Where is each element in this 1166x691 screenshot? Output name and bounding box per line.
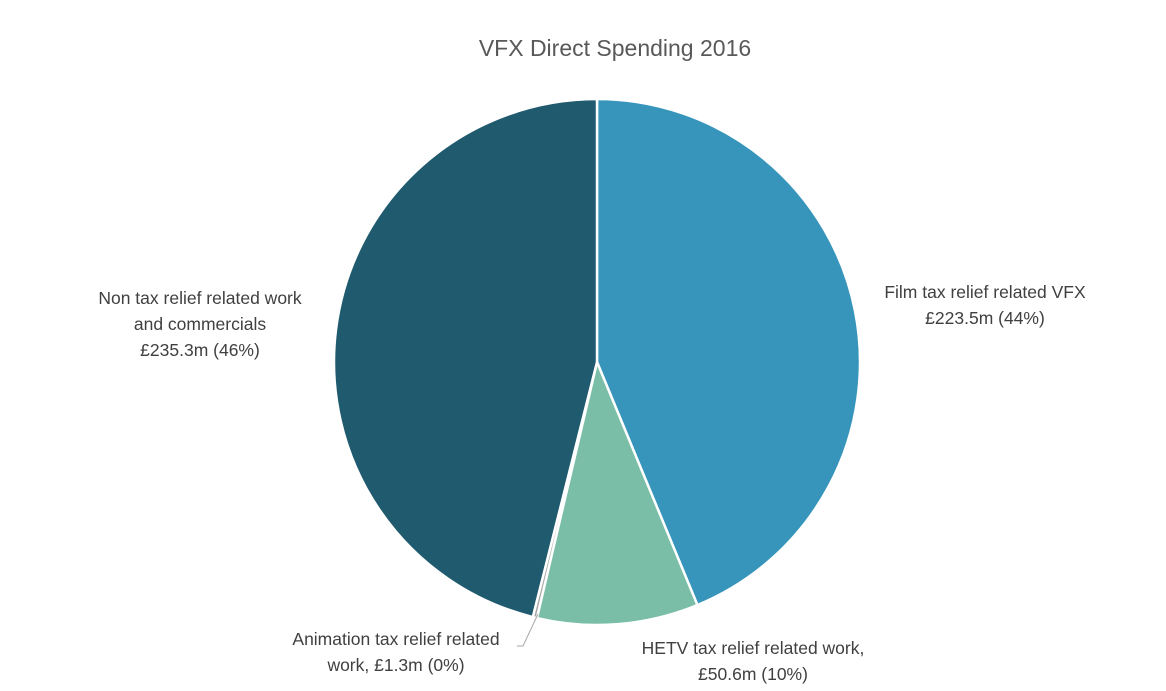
slice-label-hetv: HETV tax relief related work, £50.6m (10%… [642,638,865,684]
pie-slices [332,97,862,627]
leader-line-animation [517,613,539,647]
slice-label-line: £50.6m (10%) [698,664,808,684]
pie-slice-hetv [535,357,700,627]
slice-label-line: Film tax relief related VFX [884,282,1086,302]
slice-label-line: and commercials [134,314,267,334]
pie-slice-film [595,97,862,607]
chart-title: VFX Direct Spending 2016 [479,35,751,61]
slice-label-non-tax-relief: Non tax relief related work and commercia… [98,288,302,360]
slice-label-animation: Animation tax relief related work, £1.3m … [292,629,499,675]
slice-label-line: £235.3m (46%) [140,340,260,360]
slice-label-line: £223.5m (44%) [925,308,1045,328]
pie-slice-non-tax-relief [332,97,599,619]
slice-label-line: Non tax relief related work [98,288,302,308]
slice-label-line: work, £1.3m (0%) [326,655,464,675]
slice-label-line: Animation tax relief related [292,629,499,649]
leader-lines [517,613,539,647]
slice-label-line: HETV tax relief related work, [642,638,865,658]
slice-labels: Film tax relief related VFX £223.5m (44%)… [98,282,1086,684]
slice-label-film: Film tax relief related VFX £223.5m (44%) [884,282,1086,328]
